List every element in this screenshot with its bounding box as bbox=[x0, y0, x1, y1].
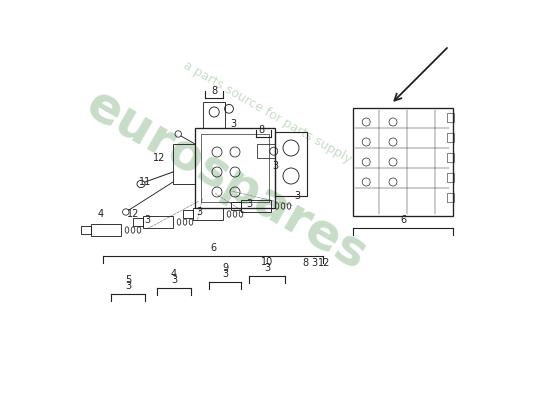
Text: 6: 6 bbox=[210, 243, 216, 253]
Text: 9: 9 bbox=[222, 263, 228, 273]
Bar bbox=[183, 210, 193, 218]
Bar bbox=[91, 224, 121, 236]
Bar bbox=[241, 200, 271, 212]
Bar bbox=[275, 132, 307, 196]
Text: 3: 3 bbox=[311, 258, 317, 268]
Text: 3: 3 bbox=[264, 263, 270, 273]
Text: 5: 5 bbox=[125, 275, 131, 285]
Bar bbox=[195, 128, 275, 208]
Text: 4: 4 bbox=[98, 209, 104, 219]
Text: 12: 12 bbox=[127, 209, 139, 219]
Text: 3: 3 bbox=[171, 275, 177, 285]
Text: 8: 8 bbox=[302, 258, 308, 268]
Text: 3: 3 bbox=[196, 207, 202, 217]
Text: 3: 3 bbox=[294, 191, 300, 201]
Text: 11: 11 bbox=[139, 177, 151, 187]
Text: 6: 6 bbox=[400, 215, 406, 225]
Text: 3: 3 bbox=[230, 119, 236, 129]
Bar bbox=[173, 144, 195, 184]
Bar bbox=[447, 153, 454, 162]
Text: eurospares: eurospares bbox=[78, 80, 376, 280]
Text: 10: 10 bbox=[261, 257, 273, 267]
Bar bbox=[203, 102, 225, 128]
Bar bbox=[447, 113, 454, 122]
Text: 3: 3 bbox=[272, 161, 278, 171]
Text: 3: 3 bbox=[222, 269, 228, 279]
Bar bbox=[201, 134, 269, 202]
Text: 3: 3 bbox=[246, 199, 252, 209]
Bar bbox=[447, 133, 454, 142]
Text: 12: 12 bbox=[153, 153, 165, 163]
Bar bbox=[257, 144, 275, 158]
Bar bbox=[143, 216, 173, 228]
Text: 3: 3 bbox=[144, 215, 150, 225]
Bar bbox=[353, 108, 453, 216]
Bar bbox=[447, 193, 454, 202]
Text: 3: 3 bbox=[125, 281, 131, 291]
Bar bbox=[193, 208, 223, 220]
Text: 12: 12 bbox=[317, 258, 330, 268]
Text: 4: 4 bbox=[171, 269, 177, 279]
Text: 8: 8 bbox=[258, 125, 264, 135]
Bar bbox=[133, 218, 143, 226]
Bar bbox=[81, 226, 91, 234]
Bar bbox=[447, 173, 454, 182]
Bar bbox=[231, 202, 241, 210]
Text: 8: 8 bbox=[211, 86, 217, 96]
Text: a parts source for parts supply: a parts source for parts supply bbox=[180, 58, 353, 166]
